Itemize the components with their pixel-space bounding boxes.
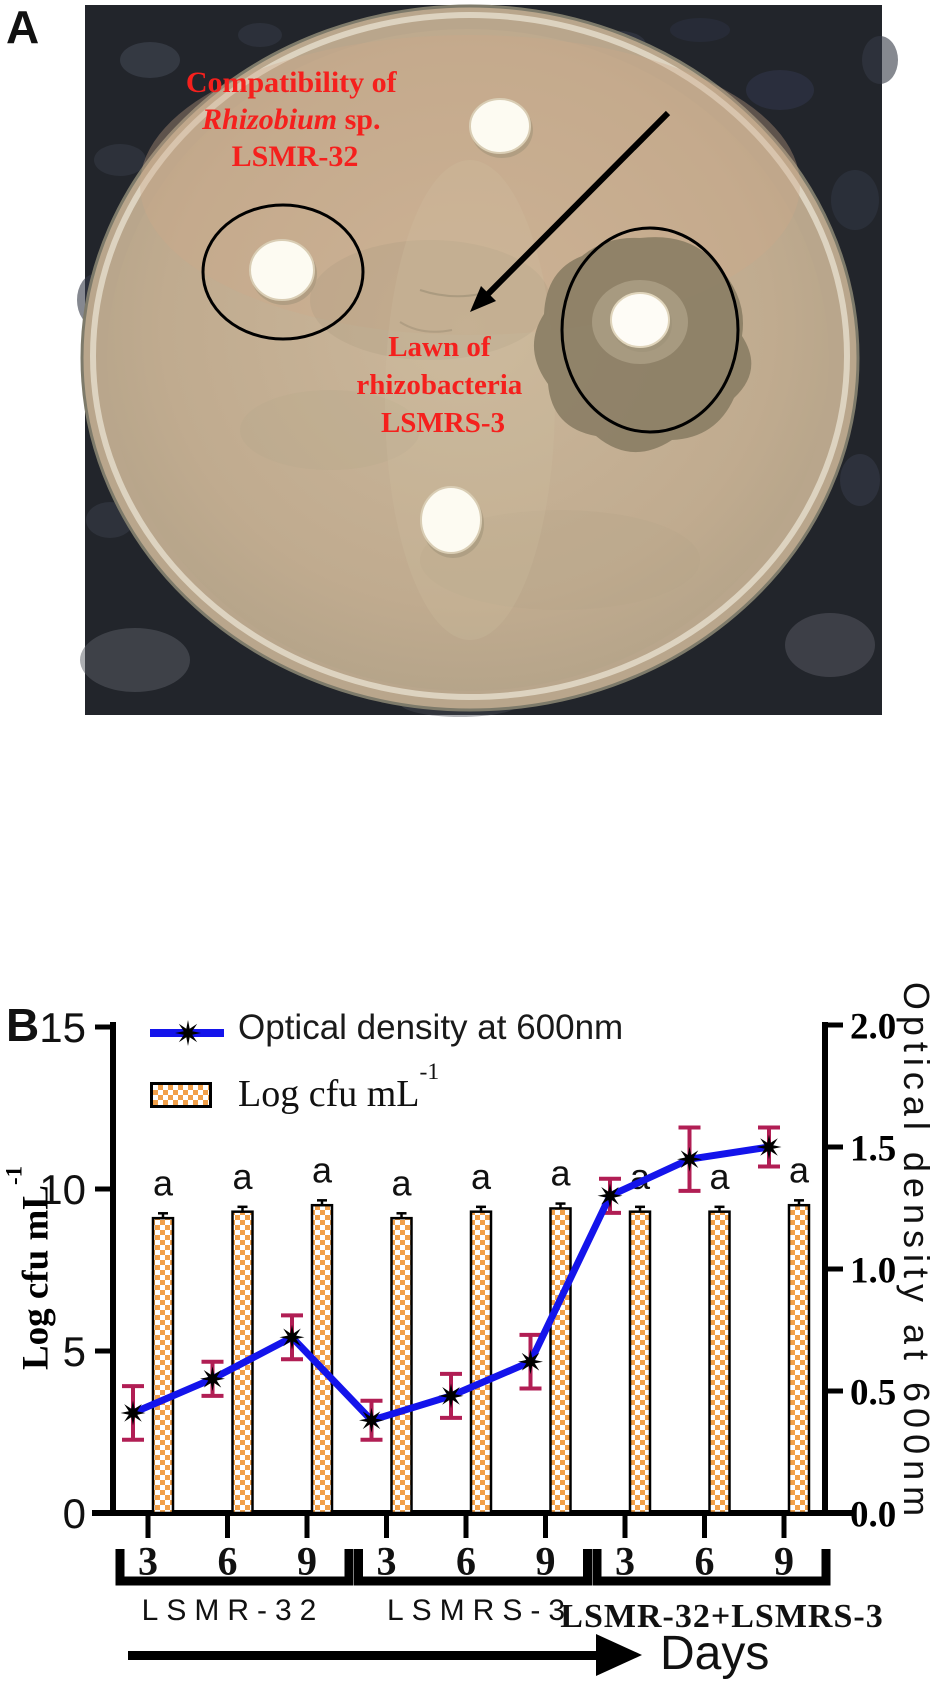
- left-tick-label: 0: [63, 1490, 86, 1537]
- line-series: [120, 1125, 782, 1442]
- colony-discs: [249, 98, 672, 558]
- right-tick-label: 0.0: [850, 1494, 896, 1535]
- panel-a-label: A: [6, 1, 40, 53]
- star-marker-icon: [597, 1183, 623, 1209]
- days-label: Days: [660, 1627, 770, 1680]
- significance-letter: a: [232, 1156, 253, 1197]
- group-label-lsmr32: LSMR-32: [141, 1594, 325, 1627]
- disc-left: [249, 239, 315, 301]
- petri-dish-photo: Compatibility of Rhizobium sp. LSMR-32 L…: [77, 4, 898, 717]
- significance-letter: a: [153, 1162, 174, 1203]
- x-axis-ticks: 3 6 9 3 6 9 3 6 9: [138, 1516, 794, 1583]
- x-tick-label: 6: [218, 1538, 238, 1583]
- right-axis-title: Optical density at 600nm: [896, 981, 937, 1523]
- significance-letter: a: [789, 1149, 810, 1190]
- bar: [628, 1210, 652, 1515]
- annotation-compatibility: Compatibility of Rhizobium sp. LSMR-32: [186, 66, 404, 173]
- legend-label-od: Optical density at 600nm: [238, 1008, 624, 1047]
- x-tick-label: 6: [456, 1538, 476, 1583]
- star-marker-icon: [756, 1134, 782, 1160]
- circle-annotation-left: [201, 203, 365, 341]
- x-tick-label: 6: [695, 1538, 715, 1583]
- left-tick-label: 15: [39, 1004, 86, 1051]
- left-axis-title: Log cfu mL-1: [1, 1165, 57, 1371]
- left-tick-label: 10: [39, 1166, 86, 1213]
- arrow-annotation: [470, 110, 671, 312]
- days-arrowhead-icon: [596, 1634, 642, 1676]
- significance-letter: a: [391, 1162, 412, 1203]
- star-marker-icon: [518, 1349, 543, 1375]
- disc-top: [469, 98, 531, 154]
- bar: [390, 1216, 413, 1515]
- x-tick-label: 3: [138, 1538, 158, 1583]
- panel-b-label: B: [6, 999, 40, 1051]
- group-bracket: [592, 1549, 831, 1586]
- petri-dish: [80, 4, 860, 712]
- star-marker-icon: [120, 1400, 146, 1426]
- x-tick-label: 9: [297, 1538, 317, 1583]
- star-marker-icon: [200, 1366, 225, 1392]
- group-brackets: [115, 1549, 831, 1586]
- group-label-lsmrs3: LSMRS-3: [386, 1594, 574, 1627]
- right-axis-ticks: 2.0 1.5 1.0 0.5 0.0: [825, 1006, 896, 1535]
- agar-surface: [107, 29, 829, 691]
- right-tick-label: 1.0: [850, 1250, 896, 1291]
- days-arrow-line: [128, 1651, 598, 1660]
- disc-bottom: [420, 486, 482, 554]
- bar: [151, 1216, 175, 1515]
- group-bracket: [354, 1549, 592, 1586]
- bar: [469, 1210, 493, 1515]
- circle-annotation-right: [560, 226, 740, 434]
- left-axis-ticks: 15 10 5 0: [39, 1004, 113, 1537]
- group-bracket: [115, 1549, 354, 1586]
- star-marker-icon: [438, 1383, 464, 1409]
- x-tick-label: 9: [536, 1538, 556, 1583]
- left-tick-label: 5: [63, 1328, 86, 1375]
- star-marker-icon: [279, 1324, 305, 1350]
- x-tick-label: 9: [774, 1538, 794, 1583]
- significance-letter: a: [312, 1149, 333, 1190]
- right-tick-label: 1.5: [850, 1128, 896, 1169]
- bar: [708, 1210, 731, 1515]
- annotation-lawn: Lawn of rhizobacteria LSMRS-3: [356, 331, 529, 439]
- right-tick-label: 0.5: [850, 1372, 896, 1413]
- x-tick-label: 3: [615, 1538, 635, 1583]
- bar: [787, 1203, 811, 1515]
- arrowhead-icon: [470, 286, 496, 312]
- star-marker-icon: [359, 1407, 384, 1433]
- legend-line-marker-icon: [175, 1020, 201, 1046]
- significance-letter: a: [471, 1156, 492, 1197]
- right-tick-label: 2.0: [850, 1006, 896, 1047]
- star-marker-icon: [677, 1146, 702, 1172]
- x-tick-label: 3: [377, 1538, 397, 1583]
- bar: [549, 1207, 572, 1515]
- significance-letter: a: [709, 1156, 730, 1197]
- legend-bar-sample: [150, 1082, 212, 1108]
- disc-right: [610, 292, 670, 348]
- group-label-combined: LSMR-32+LSMRS-3: [560, 1598, 884, 1635]
- legend-label-cfu: Log cfu mL-1: [238, 1059, 440, 1115]
- significance-letter: a: [550, 1153, 571, 1194]
